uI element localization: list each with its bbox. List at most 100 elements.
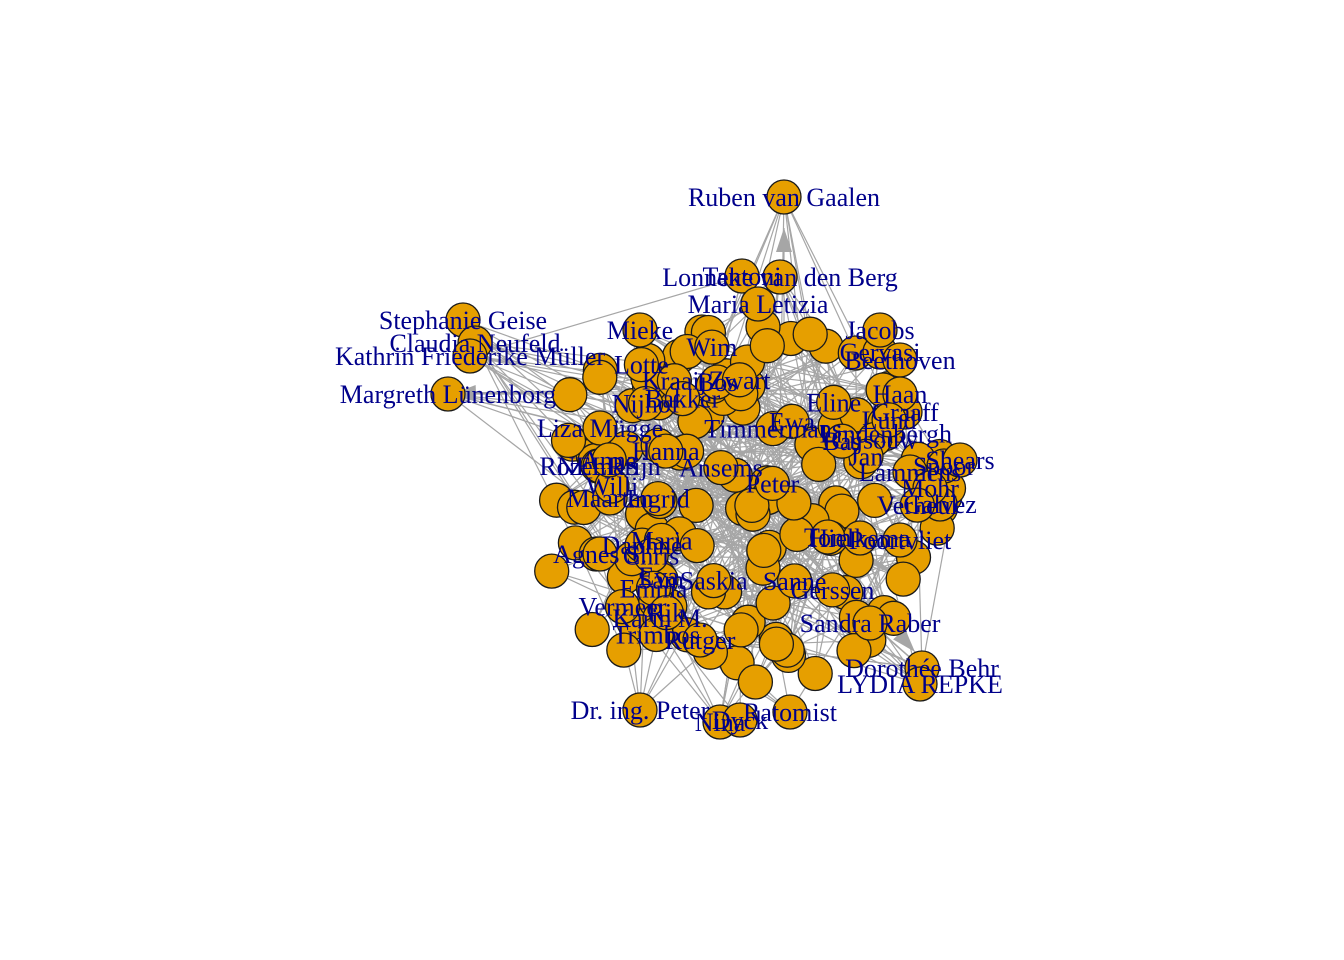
node-label: Sam: [638, 566, 684, 595]
graph-node: [606, 632, 642, 668]
graph-node: [591, 442, 627, 478]
node-label: Kathrin Friederike Müller: [335, 342, 605, 371]
node-label: Haan: [873, 380, 928, 409]
node-label: Lotte: [614, 351, 669, 380]
node-label: Lammens: [859, 458, 962, 487]
node-label: Sandra Raber: [800, 609, 941, 638]
graph-node: [882, 522, 918, 558]
graph-edge: [462, 319, 661, 502]
node-label: Gervasi: [840, 338, 921, 367]
graph-node: [721, 362, 758, 398]
graph-edge: [657, 498, 764, 569]
node-label: Kraaij: [642, 367, 707, 396]
graph-node: [534, 553, 570, 589]
edge-arrowhead: [776, 228, 792, 252]
graph-edge: [713, 580, 923, 669]
node-label: Bos: [697, 368, 737, 397]
graph-node: [664, 380, 701, 417]
node-label: Wim: [686, 333, 737, 362]
graph-node: [734, 487, 770, 524]
graph-node: [754, 465, 791, 502]
graph-node: [862, 312, 898, 348]
graph-node: [550, 422, 587, 459]
node-label: Liza Mügge: [537, 414, 663, 443]
graph-node: [648, 433, 684, 469]
node-label: Rik: [648, 599, 686, 628]
graph-edge: [469, 355, 885, 614]
graph-node: [758, 626, 795, 662]
graph-node: [772, 694, 808, 730]
graph-node: [899, 487, 935, 523]
graph-node: [452, 338, 488, 374]
node-label: Sanne: [763, 567, 827, 596]
graph-node: [749, 328, 785, 364]
graph-node: [552, 377, 588, 413]
node-label: Tantoni: [702, 262, 781, 291]
graph-node: [814, 572, 851, 608]
graph-node: [776, 563, 813, 599]
node-label: Maria Letizia: [688, 290, 829, 319]
graph-node: [871, 402, 907, 438]
node-label: Saskia: [680, 567, 748, 596]
node-label: Graaff: [871, 398, 939, 427]
node-label: Dorothée Behr: [845, 654, 999, 683]
graph-node: [582, 536, 618, 572]
graph-nodes: [430, 179, 978, 740]
graph-node: [622, 692, 658, 728]
node-label: Vermeer: [578, 593, 666, 622]
graph-node: [762, 259, 798, 295]
graph-edge: [639, 591, 710, 711]
graph-node: [824, 423, 860, 459]
node-label: Hielkema: [809, 524, 911, 553]
graph-edge: [469, 275, 743, 357]
graph-node: [430, 376, 466, 412]
graph-node: [801, 446, 837, 483]
graph-node: [627, 385, 664, 422]
graph-node: [623, 346, 660, 383]
graph-node: [766, 179, 802, 215]
node-label: Dr. ing. Peter: [571, 696, 710, 725]
graph-edge: [783, 196, 856, 354]
node-label: Dyck: [712, 706, 768, 735]
node-label: Ruben van Gaalen: [688, 183, 880, 212]
graph-node: [737, 664, 774, 700]
node-label: Anna: [581, 446, 638, 475]
node-label: Poortvliet: [849, 526, 952, 555]
node-label: Galvez: [903, 490, 977, 519]
node-label: Nina: [695, 708, 746, 737]
node-label: Bakker: [645, 385, 720, 414]
node-label: Peter: [746, 469, 800, 498]
node-label: Stephanie Geise: [379, 306, 547, 335]
graph-edge: [474, 342, 649, 379]
graph-node: [703, 449, 739, 486]
graph-edge: [447, 393, 789, 656]
node-label: Chris: [623, 542, 679, 571]
node-label: Trimbos: [613, 621, 700, 650]
node-label: Tom: [804, 523, 851, 552]
graph-node: [648, 594, 684, 631]
node-label: Ingrid: [626, 485, 690, 514]
node-label: Shears: [925, 446, 994, 475]
graph-node: [640, 480, 676, 517]
node-label: Emma: [620, 574, 688, 603]
graph-node: [902, 666, 938, 702]
node-label: Timmermans: [704, 415, 842, 444]
node-label: Spoor: [913, 452, 975, 481]
graph-node: [755, 585, 791, 621]
graph-node: [746, 532, 782, 569]
graph-node: [574, 611, 610, 648]
graph-node: [797, 655, 833, 692]
graph-node: [694, 329, 730, 365]
node-label: Claudia Neufeld: [389, 329, 560, 358]
node-label: LYDIA REPKE: [837, 670, 1003, 699]
graph-node: [582, 359, 618, 395]
node-label: Willi: [586, 472, 638, 501]
node-label: Gerssen: [791, 576, 875, 605]
graph-node: [740, 286, 776, 322]
node-label: Mieke: [607, 316, 673, 345]
graph-node: [816, 384, 852, 420]
graph-edge: [697, 545, 914, 558]
graph-node: [696, 562, 732, 599]
node-label: Eline: [806, 388, 861, 417]
